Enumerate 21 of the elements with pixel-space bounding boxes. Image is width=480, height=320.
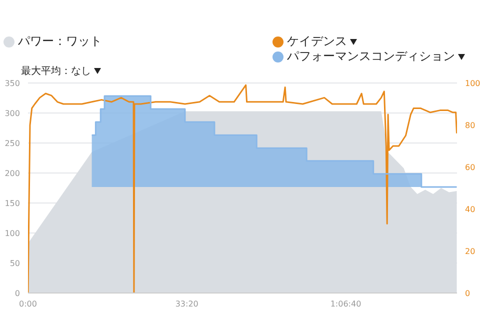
legend-label: ケイデンス [287, 33, 347, 50]
y-tick-label: 200 [4, 168, 20, 178]
x-tick-label: 1:06:40 [330, 300, 362, 309]
y-tick-label: 50 [10, 258, 20, 268]
y-tick-label: 300 [4, 108, 20, 118]
y2-tick-label: 100 [465, 78, 480, 88]
y-tick-label: 100 [4, 228, 20, 238]
y-tick-label: 250 [4, 138, 20, 148]
y-tick-label: 150 [4, 198, 20, 208]
text: 最大平均：なし [21, 64, 91, 78]
legend-label: パフォーマンスコンディション [287, 48, 455, 65]
y2-tick-label: 0 [465, 288, 470, 298]
x-tick-label: 33:20 [175, 300, 198, 309]
y2-tick-label: 20 [465, 246, 476, 256]
y-tick-label: 350 [4, 78, 20, 88]
y2-tick-label: 40 [465, 204, 476, 214]
legend-label: パワー：ワット [18, 33, 102, 50]
y2-tick-label: 80 [465, 120, 476, 130]
y2-tick-label: 60 [465, 162, 476, 172]
x-tick-label: 0:00 [19, 300, 37, 309]
y-tick-label: 0 [14, 288, 20, 298]
